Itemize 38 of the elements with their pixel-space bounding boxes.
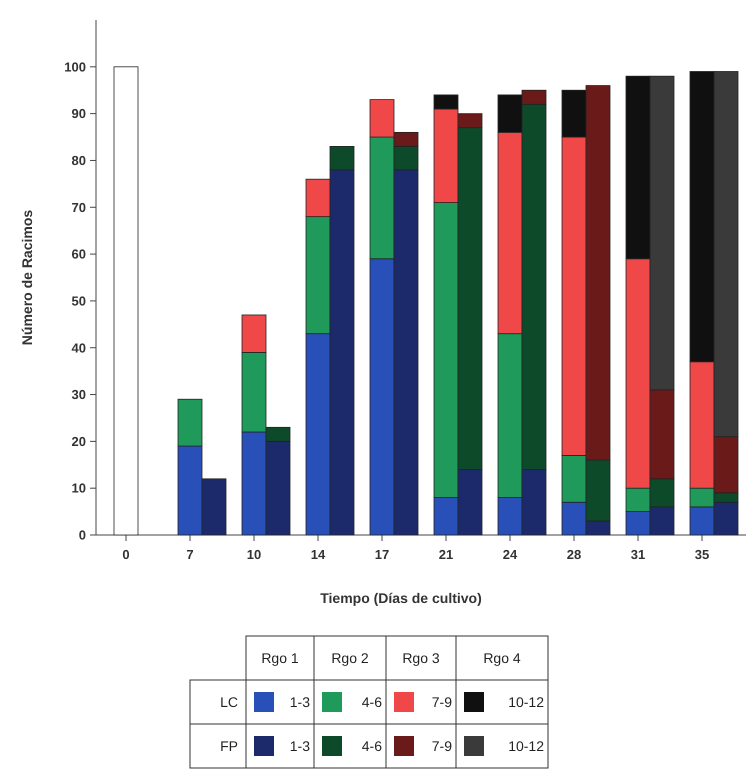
legend-label: 7-9 [432, 738, 452, 754]
text: Rgo 1 [261, 650, 299, 666]
y-tick-label: 0 [78, 528, 86, 543]
y-tick-label: 20 [72, 434, 86, 449]
x-axis-title: Tiempo (Días de cultivo) [320, 590, 482, 606]
x-tick-label: 21 [438, 547, 454, 562]
text: FP [220, 738, 238, 754]
y-tick-label: 100 [64, 59, 86, 74]
y-tick-label: 80 [72, 153, 86, 168]
text: Rgo 3 [402, 650, 440, 666]
y-tick-label: 60 [72, 246, 86, 262]
x-tick-label: 7 [186, 547, 194, 562]
legend-label: 4-6 [362, 738, 382, 754]
x-tick-label: 35 [694, 547, 710, 562]
x-tick-label: 31 [630, 547, 646, 562]
x-tick-label: 24 [502, 547, 518, 562]
y-tick-label: 40 [72, 340, 86, 356]
x-tick-label: 0 [122, 547, 130, 562]
text: LC [220, 694, 238, 710]
x-tick-label: 14 [310, 547, 326, 562]
x-tick-label: 17 [374, 547, 390, 562]
y-axis-title: Número de Racimos [19, 210, 35, 346]
legend-label: 1-3 [290, 738, 310, 754]
legend-label: 1-3 [290, 694, 310, 710]
x-tick-label: 28 [566, 547, 582, 562]
bar [114, 66, 138, 536]
y-tick-label: 70 [72, 200, 86, 215]
legend-label: 10-12 [508, 738, 544, 754]
y-tick-label: 50 [72, 293, 86, 308]
text: Rgo 4 [483, 650, 521, 666]
y-tick-label: 10 [72, 480, 86, 496]
text: Rgo 2 [331, 650, 369, 666]
legend-label: 10-12 [508, 694, 544, 710]
y-tick-label: 90 [72, 106, 86, 122]
x-tick-label: 10 [246, 547, 262, 562]
legend-label: 7-9 [432, 694, 452, 710]
legend-label: 4-6 [362, 694, 382, 710]
y-tick-label: 30 [72, 387, 86, 402]
